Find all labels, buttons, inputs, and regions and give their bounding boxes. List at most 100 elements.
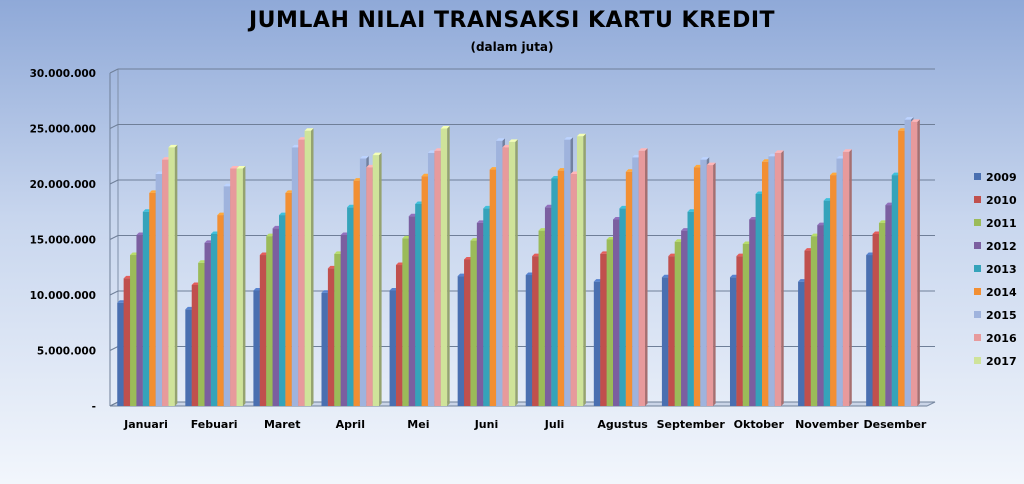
- bar-side: [379, 152, 382, 406]
- bar: [755, 193, 762, 406]
- x-tick-label: November: [795, 418, 859, 431]
- bar-side: [917, 119, 920, 406]
- bar: [768, 156, 775, 406]
- bar: [661, 277, 669, 406]
- chart-subtitle: (dalam juta): [470, 40, 554, 54]
- bar: [836, 158, 843, 406]
- bar: [593, 281, 601, 406]
- bar: [804, 250, 811, 406]
- legend-swatch: [974, 288, 981, 295]
- bar-top: [910, 119, 920, 122]
- bar: [898, 130, 905, 406]
- legend-label: 2013: [986, 263, 1017, 276]
- x-tick-label: September: [657, 418, 726, 431]
- bar: [496, 140, 503, 406]
- x-tick-label: Oktober: [734, 418, 785, 431]
- gridline-depth: [109, 235, 119, 240]
- bar: [347, 207, 354, 406]
- bar: [700, 159, 707, 406]
- bar-side: [174, 144, 178, 406]
- bar: [476, 222, 484, 406]
- bar: [761, 161, 769, 406]
- bar: [600, 253, 607, 406]
- bar: [321, 292, 328, 406]
- bar: [508, 141, 516, 406]
- bar-top: [706, 162, 716, 166]
- bar: [557, 170, 565, 406]
- bar: [638, 150, 646, 406]
- bar: [489, 169, 497, 406]
- bar-side: [515, 139, 518, 406]
- bar: [823, 200, 831, 406]
- gridline-depth: [109, 346, 119, 351]
- legend-swatch: [974, 311, 981, 318]
- bar: [304, 130, 312, 406]
- legend-swatch: [974, 265, 981, 272]
- bar: [606, 239, 614, 406]
- x-tick-label: Mei: [407, 418, 429, 431]
- bar: [470, 240, 477, 406]
- legend-swatch: [974, 242, 981, 249]
- bar: [872, 233, 879, 406]
- y-tick-label: 5.000.000: [37, 346, 96, 358]
- bar: [408, 216, 416, 406]
- bar: [440, 128, 448, 406]
- y-tick-label: 15.000.000: [30, 235, 96, 247]
- bar-top: [359, 155, 369, 159]
- legend-label: 2015: [986, 309, 1017, 322]
- legend-label: 2014: [986, 286, 1017, 299]
- bar: [210, 233, 218, 406]
- bar: [904, 119, 911, 407]
- bar-top: [700, 157, 710, 160]
- bar: [136, 235, 143, 406]
- bar: [483, 208, 490, 406]
- bar-side: [242, 165, 246, 406]
- bar: [878, 222, 886, 406]
- bar-side: [713, 162, 716, 406]
- x-tick-label: Febuari: [191, 418, 238, 431]
- bar: [576, 136, 584, 406]
- bar: [632, 157, 639, 406]
- bar: [415, 203, 422, 406]
- bar: [538, 230, 545, 406]
- bar: [285, 192, 292, 406]
- bar-top: [440, 126, 450, 129]
- bar-side: [447, 126, 450, 406]
- bar: [434, 150, 441, 406]
- bar: [117, 302, 124, 406]
- legend-label: 2011: [986, 217, 1017, 230]
- legend-swatch: [974, 334, 981, 341]
- bar: [191, 285, 199, 406]
- bar: [279, 215, 286, 406]
- bar: [619, 208, 626, 406]
- y-tick-label: -: [92, 401, 96, 413]
- y-tick-label: 25.000.000: [30, 124, 96, 136]
- bar: [298, 139, 305, 406]
- bar-top: [236, 165, 246, 169]
- bar: [564, 139, 571, 406]
- bar-top: [372, 152, 382, 156]
- bar: [162, 159, 169, 406]
- bar: [502, 147, 509, 406]
- bar: [693, 167, 701, 406]
- legend-label: 2010: [986, 194, 1017, 207]
- bar: [130, 255, 137, 406]
- gridline-depth: [109, 179, 119, 185]
- y-tick-label: 10.000.000: [30, 290, 96, 302]
- bar: [327, 268, 335, 406]
- legend-label: 2016: [986, 332, 1017, 345]
- bar: [687, 211, 694, 406]
- bar-side: [849, 149, 852, 406]
- bar: [168, 147, 175, 406]
- bar: [544, 207, 552, 406]
- bar: [749, 219, 756, 406]
- bar-top: [842, 149, 852, 152]
- legend-swatch: [974, 219, 981, 226]
- bar-top: [774, 150, 784, 153]
- bar: [532, 256, 539, 406]
- bar-side: [645, 148, 648, 406]
- bar: [149, 192, 156, 406]
- bar: [742, 243, 750, 406]
- bar: [668, 256, 675, 406]
